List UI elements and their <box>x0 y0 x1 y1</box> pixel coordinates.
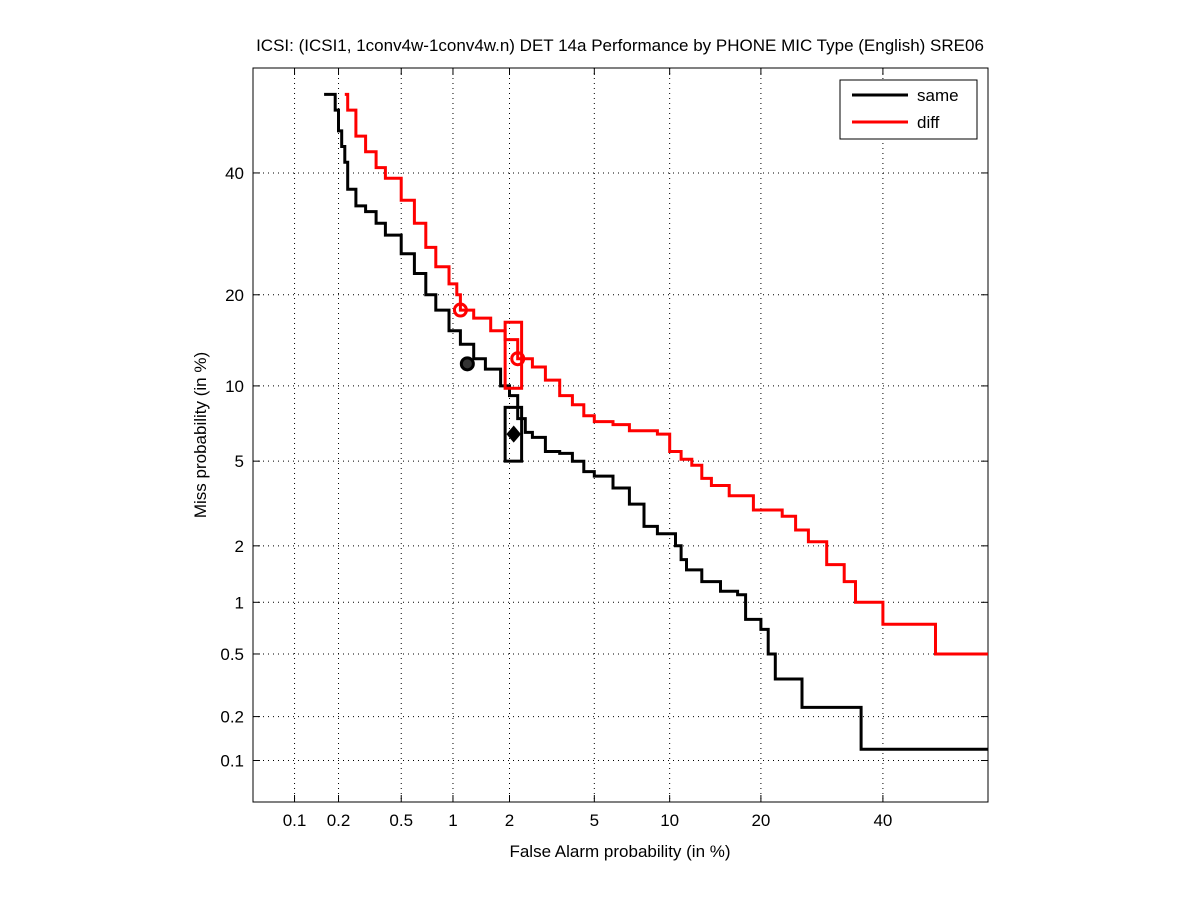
legend-label-diff: diff <box>917 113 940 132</box>
y-tick-label: 40 <box>225 164 244 183</box>
y-tick-label: 2 <box>235 537 244 556</box>
operating-point-markers <box>452 302 526 443</box>
x-tick-label: 40 <box>873 811 892 830</box>
x-tick-label: 20 <box>751 811 770 830</box>
x-tick-label: 10 <box>660 811 679 830</box>
legend-box <box>839 79 978 140</box>
marker-diamond-same <box>506 425 522 443</box>
chart-title: ICSI: (ICSI1, 1conv4w-1conv4w.n) DET 14a… <box>256 36 984 55</box>
y-tick-label: 0.5 <box>220 645 244 664</box>
plot-area: 0.1 0.2 0.5 1 2 5 10 20 40 0.1 0.2 0.5 1 2 5 10 20 40 <box>220 67 989 830</box>
x-axis-label: False Alarm probability (in %) <box>509 842 730 861</box>
plot-frame <box>252 67 989 803</box>
x-tick-label: 1 <box>448 811 457 830</box>
x-tick-label: 0.1 <box>283 811 307 830</box>
y-tick-label: 0.2 <box>220 708 244 727</box>
y-axis-ticks: 0.1 0.2 0.5 1 2 5 10 20 40 <box>220 164 988 771</box>
legend: same diff <box>839 79 978 140</box>
legend-label-same: same <box>917 86 959 105</box>
series-line-diff <box>344 92 988 656</box>
x-tick-label: 0.2 <box>327 811 351 830</box>
x-tick-label: 5 <box>590 811 599 830</box>
y-tick-label: 20 <box>225 286 244 305</box>
x-axis-ticks: 0.1 0.2 0.5 1 2 5 10 20 40 <box>283 68 892 830</box>
y-tick-label: 5 <box>235 452 244 471</box>
series-layer <box>324 92 988 751</box>
marker-circle-diff <box>510 351 526 367</box>
x-tick-label: 2 <box>505 811 514 830</box>
series-line-same <box>324 92 988 751</box>
x-tick-label: 0.5 <box>389 811 413 830</box>
y-axis-label: Miss probability (in %) <box>191 352 210 518</box>
y-tick-label: 10 <box>225 377 244 396</box>
marker-circle-same <box>459 356 475 372</box>
marker-circle-diff <box>452 302 468 318</box>
y-tick-label: 1 <box>235 593 244 612</box>
confidence-box-same <box>503 405 524 463</box>
y-tick-label: 0.1 <box>220 752 244 771</box>
grid-lines <box>253 68 988 802</box>
